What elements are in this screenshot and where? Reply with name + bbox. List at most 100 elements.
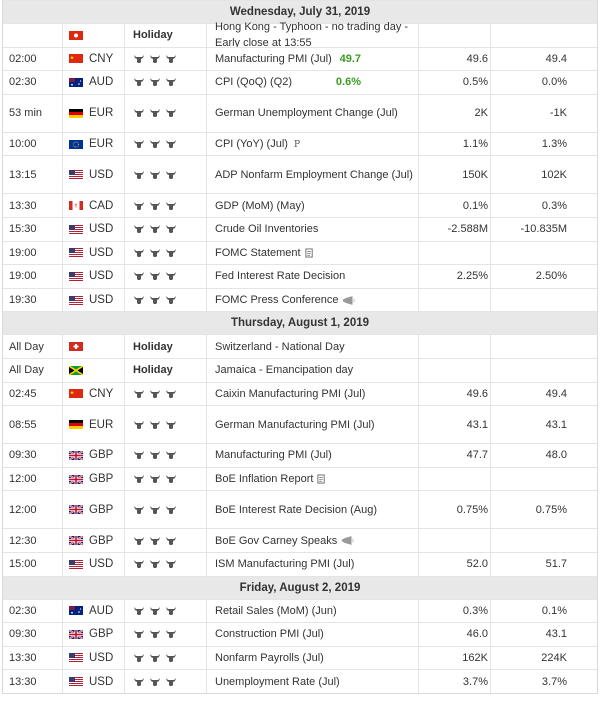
event-name-cell[interactable]: Hong Kong - Typhoon - no trading day - E… <box>207 21 419 50</box>
event-row[interactable]: 53 min EUR German Unemployment Change (J… <box>3 93 597 132</box>
event-name[interactable]: Crude Oil Inventories <box>215 223 319 236</box>
event-name[interactable]: Manufacturing PMI (Jul) <box>215 449 332 462</box>
forecast-value: 1.1% <box>419 132 491 156</box>
event-name[interactable]: Construction PMI (Jul) <box>215 628 324 641</box>
event-name-cell[interactable]: German Manufacturing PMI (Jul) <box>207 406 419 444</box>
event-row[interactable]: 19:00 USD Fed Interest Rate Decision 2.2… <box>3 264 597 288</box>
event-name-cell[interactable]: GDP (MoM) (May) <box>207 194 419 217</box>
event-name[interactable]: ISM Manufacturing PMI (Jul) <box>215 558 355 571</box>
forecast-value <box>419 529 491 552</box>
bull-icon <box>134 420 144 429</box>
currency-cell: USD <box>63 646 125 670</box>
event-name-cell[interactable]: Switzerland - National Day <box>207 335 419 358</box>
impact-cell <box>125 646 207 670</box>
event-name[interactable]: Switzerland - National Day <box>215 340 345 353</box>
bull-icon <box>150 54 160 63</box>
event-time: 13:30 <box>3 194 63 217</box>
bull-icon <box>150 109 160 118</box>
event-name[interactable]: Fed Interest Rate Decision <box>215 270 346 283</box>
event-name-cell[interactable]: Nonfarm Payrolls (Jul) <box>207 646 419 670</box>
event-name-cell[interactable]: Manufacturing PMI (Jul) <box>207 47 419 71</box>
event-name[interactable]: BoE Interest Rate Decision (Aug) <box>215 503 378 516</box>
bull-icon <box>166 451 176 460</box>
event-name-cell[interactable]: Manufacturing PMI (Jul) <box>207 444 419 467</box>
bull-icon <box>134 677 144 686</box>
country-flag-icon <box>69 559 83 569</box>
event-row[interactable]: 13:30 USD Nonfarm Payrolls (Jul) 162K 22… <box>3 645 597 670</box>
event-name-cell[interactable]: CPI (QoQ) (Q2) <box>207 71 419 94</box>
event-name[interactable]: Retail Sales (MoM) (Jun) <box>215 604 337 617</box>
event-name-cell[interactable]: Retail Sales (MoM) (Jun) <box>207 599 419 623</box>
event-name-cell[interactable]: FOMC Statement <box>207 241 419 265</box>
event-row[interactable]: 09:30 GBP Construction PMI (Jul) 46.0 43… <box>3 622 597 646</box>
event-name[interactable]: Hong Kong - Typhoon - no trading day - E… <box>215 21 409 50</box>
event-row[interactable]: 02:30 AUD CPI (QoQ) (Q2) 0.6% 0.5% 0.0% <box>3 70 597 94</box>
event-row[interactable]: 19:30 USD FOMC Press Conference <box>3 287 597 312</box>
event-row[interactable]: 08:55 EUR German Manufacturing PMI (Jul)… <box>3 405 597 444</box>
event-name-cell[interactable]: German Unemployment Change (Jul) <box>207 94 419 132</box>
event-name[interactable]: CPI (YoY) (Jul) <box>215 137 288 150</box>
impact-cell <box>125 623 207 646</box>
event-row[interactable]: 19:00 USD FOMC Statement <box>3 240 597 265</box>
event-row[interactable]: 13:30 CAD GDP (MoM) (May) 0.1% 0.3% <box>3 193 597 217</box>
bull-icon <box>150 606 160 615</box>
forecast-value: 3.7% <box>419 670 491 693</box>
forecast-value: 49.6 <box>419 382 491 406</box>
event-row[interactable]: 12:00 GBP BoE Inflation Report <box>3 466 597 491</box>
bull-icon <box>166 677 176 686</box>
event-name[interactable]: German Unemployment Change (Jul) <box>215 107 398 120</box>
currency-code: EUR <box>89 138 114 151</box>
event-row[interactable]: 12:30 GBP BoE Gov Carney Speaks <box>3 528 597 552</box>
event-name-cell[interactable]: Unemployment Rate (Jul) <box>207 670 419 693</box>
event-name[interactable]: CPI (QoQ) (Q2) <box>215 76 293 89</box>
event-row[interactable]: 13:30 USD Unemployment Rate (Jul) 3.7% 3… <box>3 669 597 693</box>
event-name[interactable]: BoE Gov Carney Speaks <box>215 534 338 547</box>
event-row[interactable]: 12:00 GBP BoE Interest Rate Decision (Au… <box>3 490 597 529</box>
impact-indicator <box>133 677 177 687</box>
event-name-cell[interactable]: BoE Inflation Report <box>207 467 419 491</box>
event-row[interactable]: 15:30 USD Crude Oil Inventories -2.588M … <box>3 216 597 241</box>
event-row[interactable]: 09:30 GBP Manufacturing PMI (Jul) 47.7 4… <box>3 443 597 467</box>
event-name[interactable]: Nonfarm Payrolls (Jul) <box>215 651 324 664</box>
event-name[interactable]: Caixin Manufacturing PMI (Jul) <box>215 387 366 400</box>
event-name[interactable]: FOMC Press Conference <box>215 294 339 307</box>
event-row[interactable]: 02:30 AUD Retail Sales (MoM) (Jun) 0.3% … <box>3 598 597 623</box>
event-name[interactable]: Jamaica - Emancipation day <box>215 364 354 377</box>
bull-icon <box>150 677 160 686</box>
event-name[interactable]: FOMC Statement <box>215 246 301 259</box>
event-name-cell[interactable]: BoE Gov Carney Speaks <box>207 529 419 552</box>
event-row[interactable]: 10:00 EUR CPI (YoY) (Jul) P 1.1% 1.3% <box>3 131 597 156</box>
event-name-cell[interactable]: CPI (YoY) (Jul) P <box>207 132 419 156</box>
forecast-value: 0.1% <box>419 194 491 217</box>
bull-icon <box>166 630 176 639</box>
event-row[interactable]: 15:00 USD ISM Manufacturing PMI (Jul) 52… <box>3 551 597 576</box>
event-name[interactable]: GDP (MoM) (May) <box>215 199 305 212</box>
event-name-cell[interactable]: FOMC Press Conference <box>207 288 419 312</box>
currency-code: GBP <box>89 449 114 462</box>
event-name[interactable]: ADP Nonfarm Employment Change (Jul) <box>215 168 413 181</box>
event-row[interactable]: 02:45 CNY Caixin Manufacturing PMI (Jul)… <box>3 381 597 406</box>
event-name-cell[interactable]: BoE Interest Rate Decision (Aug) <box>207 491 419 529</box>
event-name-cell[interactable]: ISM Manufacturing PMI (Jul) <box>207 552 419 576</box>
event-name-cell[interactable]: ADP Nonfarm Employment Change (Jul) <box>207 156 419 194</box>
event-row[interactable]: Holiday Hong Kong - Typhoon - no trading… <box>3 21 597 50</box>
currency-cell: USD <box>63 288 125 312</box>
event-name-cell[interactable]: Fed Interest Rate Decision <box>207 265 419 288</box>
impact-cell <box>125 217 207 241</box>
event-name[interactable]: Unemployment Rate (Jul) <box>215 675 340 688</box>
event-name-cell[interactable]: Construction PMI (Jul) <box>207 623 419 646</box>
currency-cell: EUR <box>63 406 125 444</box>
event-row[interactable]: All Day Holiday Switzerland - National D… <box>3 334 597 358</box>
event-name-cell[interactable]: Crude Oil Inventories <box>207 217 419 241</box>
event-name-cell[interactable]: Jamaica - Emancipation day <box>207 358 419 382</box>
event-name-cell[interactable]: Caixin Manufacturing PMI (Jul) <box>207 382 419 406</box>
event-row[interactable]: 13:15 USD ADP Nonfarm Employment Change … <box>3 155 597 194</box>
event-name[interactable]: BoE Inflation Report <box>215 473 314 486</box>
event-name[interactable]: Manufacturing PMI (Jul) <box>215 52 332 65</box>
actual-value: 49.7 <box>339 52 361 65</box>
event-row[interactable]: All Day Holiday Jamaica - Emancipation d… <box>3 357 597 382</box>
impact-indicator <box>133 653 177 663</box>
event-row[interactable]: 02:00 CNY Manufacturing PMI (Jul) 49.7 4… <box>3 46 597 71</box>
forecast-value: 52.0 <box>419 552 491 576</box>
event-name[interactable]: German Manufacturing PMI (Jul) <box>215 418 375 431</box>
